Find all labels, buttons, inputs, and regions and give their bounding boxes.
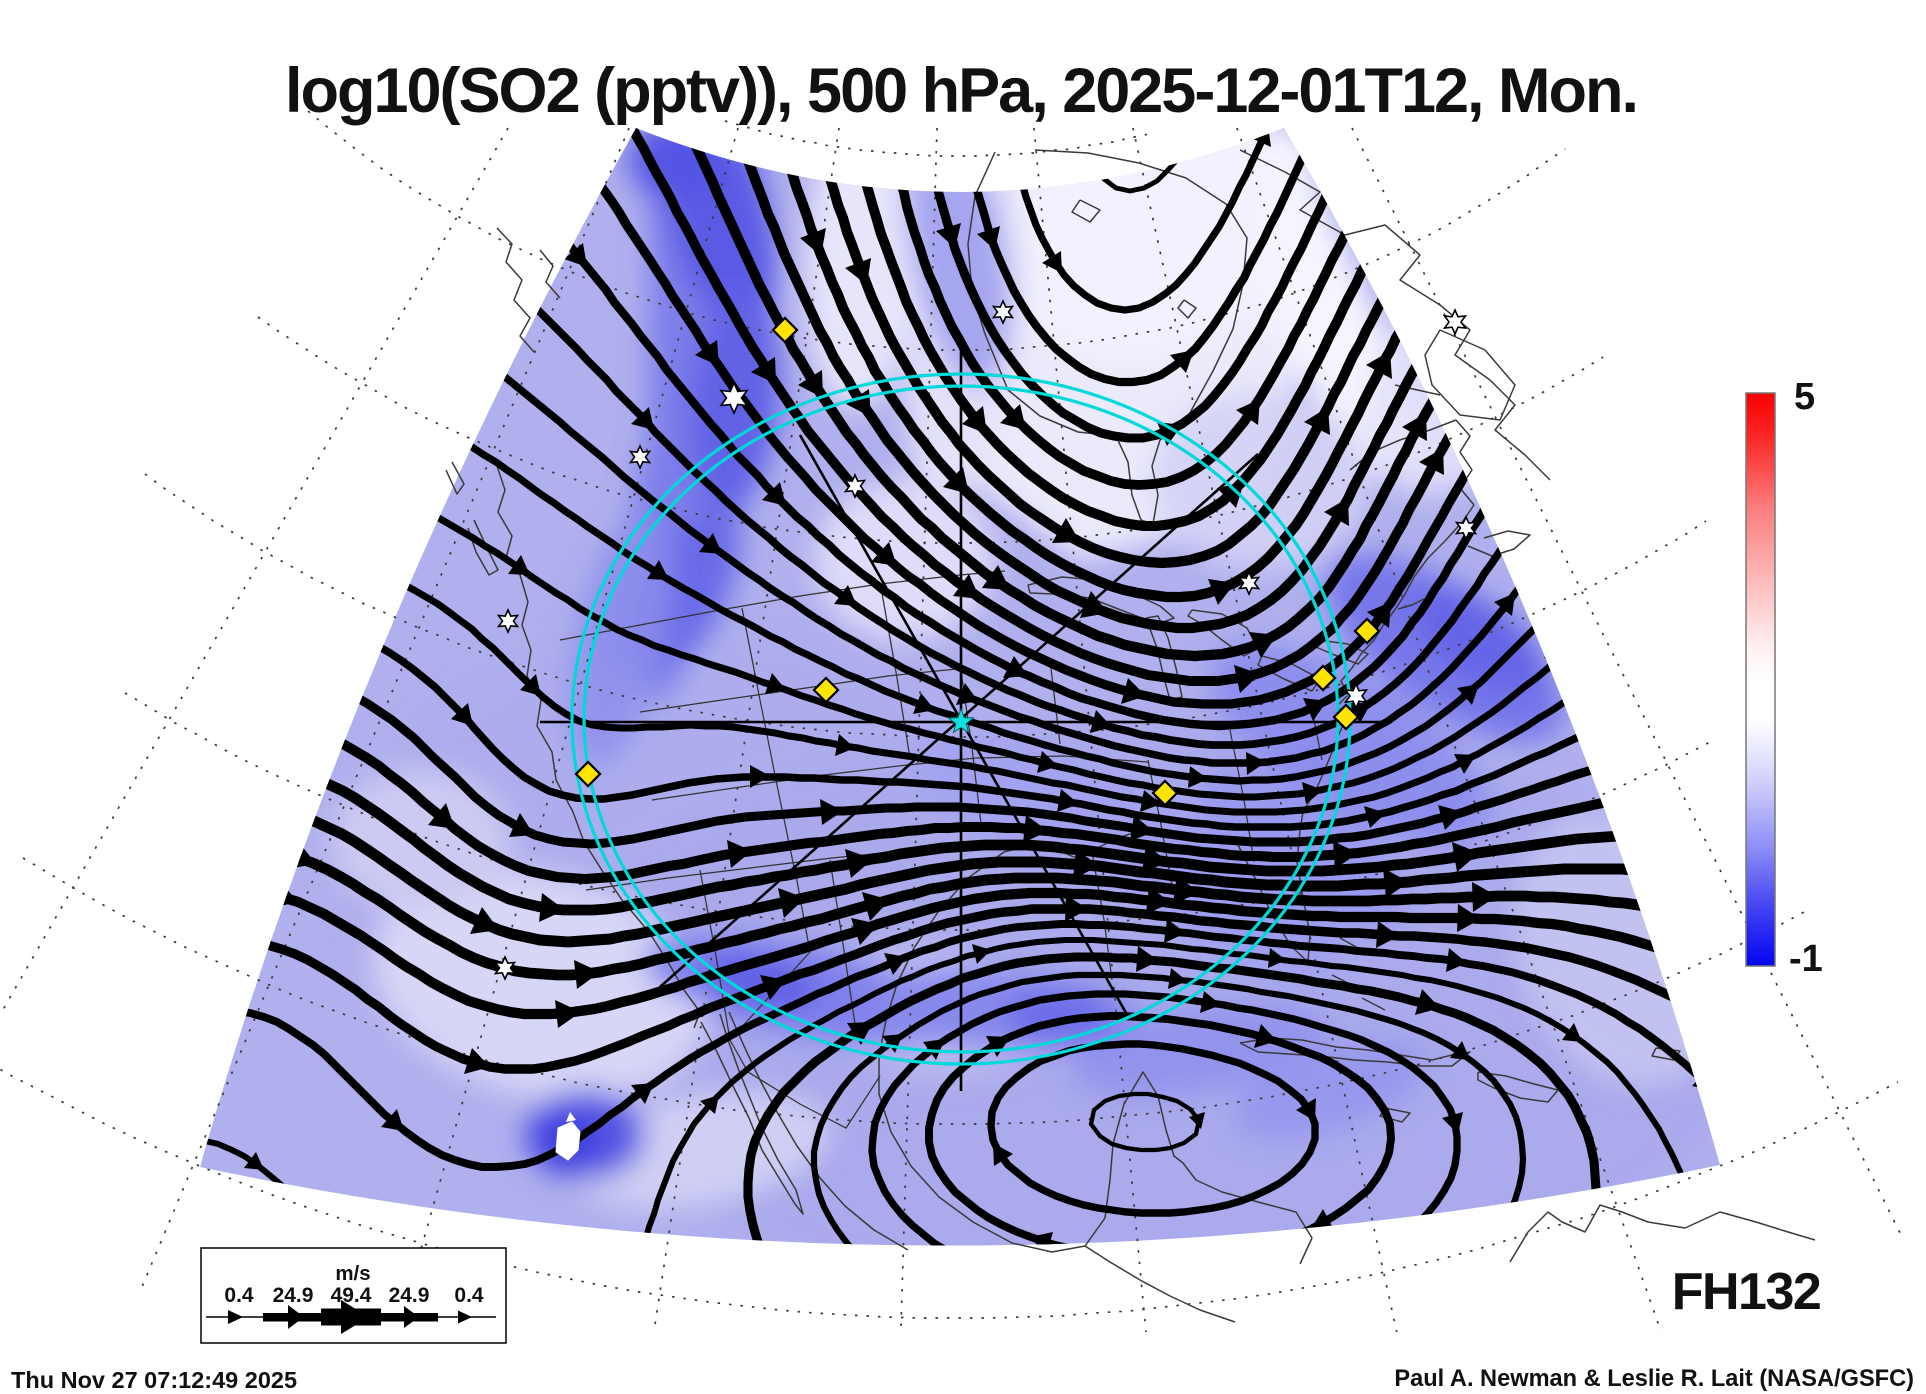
- svg-text:24.9: 24.9: [273, 1284, 314, 1307]
- svg-text:FH132: FH132: [1672, 1263, 1821, 1321]
- svg-text:0.4: 0.4: [224, 1284, 254, 1307]
- svg-text:49.4: 49.4: [331, 1284, 372, 1307]
- svg-text:Thu Nov 27 07:12:49 2025: Thu Nov 27 07:12:49 2025: [11, 1367, 297, 1393]
- svg-text:0.4: 0.4: [454, 1284, 484, 1307]
- svg-text:5: 5: [1794, 376, 1815, 418]
- svg-text:log10(SO2 (pptv)), 500 hPa, 20: log10(SO2 (pptv)), 500 hPa, 2025-12-01T1…: [285, 56, 1637, 126]
- svg-text:24.9: 24.9: [389, 1284, 430, 1307]
- svg-text:Paul A. Newman & Leslie R. Lai: Paul A. Newman & Leslie R. Lait (NASA/GS…: [1394, 1366, 1914, 1392]
- svg-text:m/s: m/s: [335, 1262, 370, 1285]
- svg-text:-1: -1: [1789, 938, 1823, 980]
